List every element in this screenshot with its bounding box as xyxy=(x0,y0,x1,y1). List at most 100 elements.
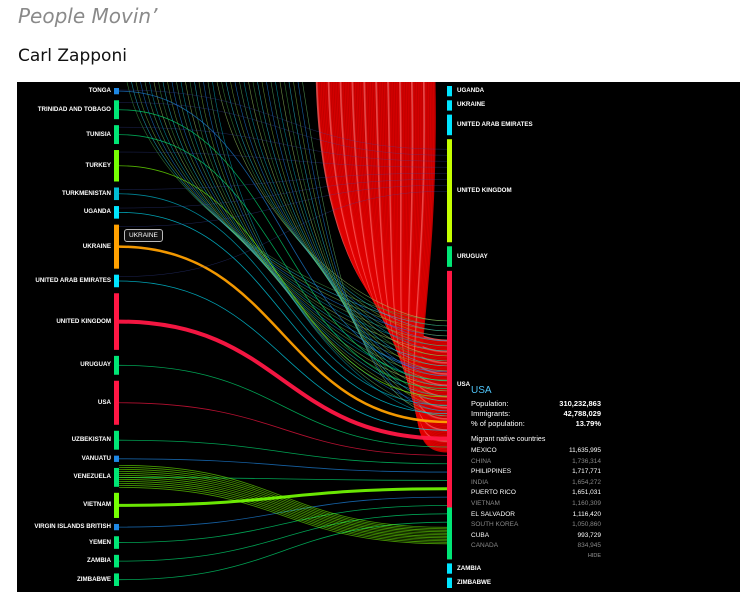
row-value: 1,160,309 xyxy=(572,499,601,507)
node-bar[interactable] xyxy=(114,430,119,450)
hide-button[interactable]: HIDE xyxy=(587,552,601,559)
node-bar-segment xyxy=(447,507,452,560)
left-country-label[interactable]: VENEZUELA xyxy=(73,473,111,481)
left-country-label[interactable]: VIETNAM xyxy=(83,501,111,509)
flow-line xyxy=(118,513,448,562)
flow-line xyxy=(118,178,448,209)
flow-line xyxy=(293,82,448,407)
node-bar[interactable] xyxy=(114,492,119,518)
flow-line xyxy=(118,280,448,431)
node-bar[interactable] xyxy=(447,246,452,267)
left-country-label[interactable]: YEMEN xyxy=(88,538,111,546)
flow-line xyxy=(302,82,448,417)
hover-tooltip: UKRAINE xyxy=(124,229,163,242)
right-country-label[interactable]: UKRAINE xyxy=(457,101,486,109)
node-bar[interactable] xyxy=(114,125,119,145)
left-country-label[interactable]: TONGA xyxy=(88,87,111,95)
left-country-label[interactable]: UGANDA xyxy=(83,208,111,216)
right-country-label[interactable]: UGANDA xyxy=(457,87,485,95)
flow-line xyxy=(118,464,448,528)
left-country-label[interactable]: USA xyxy=(97,398,111,406)
node-bar[interactable] xyxy=(447,114,452,136)
flow-line xyxy=(194,82,448,397)
flow-line xyxy=(118,487,448,507)
node-bar[interactable] xyxy=(114,467,119,487)
node-bar[interactable] xyxy=(114,100,119,120)
flow-line xyxy=(167,82,448,367)
row-value: 1,654,272 xyxy=(572,478,601,486)
node-bar[interactable] xyxy=(447,563,452,574)
node-bar[interactable] xyxy=(114,380,119,425)
flow-line xyxy=(118,439,448,465)
node-bar[interactable] xyxy=(114,573,119,586)
node-bar[interactable] xyxy=(114,554,119,568)
row-value: 1,651,031 xyxy=(572,489,601,497)
node-bar[interactable] xyxy=(114,293,119,350)
flow-line xyxy=(118,484,448,543)
flow-line xyxy=(118,190,448,277)
left-country-label[interactable]: UNITED KINGDOM xyxy=(56,317,111,325)
row-country: SOUTH KOREA xyxy=(471,521,519,529)
node-bar[interactable] xyxy=(114,455,119,462)
flow-line xyxy=(149,82,448,347)
left-country-label[interactable]: UZBEKISTAN xyxy=(71,436,111,444)
flow-line xyxy=(185,82,448,387)
flow-line xyxy=(118,245,448,424)
flow-line xyxy=(118,134,448,389)
left-country-label[interactable]: ZAMBIA xyxy=(86,557,111,565)
flow-line xyxy=(203,82,448,407)
left-country-label[interactable]: UKRAINE xyxy=(82,242,111,250)
node-bar[interactable] xyxy=(114,274,119,288)
stat-label: % of population: xyxy=(471,419,525,428)
row-country: CUBA xyxy=(471,531,490,539)
right-country-label[interactable]: URUGUAY xyxy=(457,252,488,260)
stat-label: Immigrants: xyxy=(471,409,511,418)
node-bar[interactable] xyxy=(114,523,119,531)
left-country-label[interactable]: TRINIDAD AND TOBAGO xyxy=(37,105,111,113)
row-value: 1,736,314 xyxy=(572,457,601,465)
node-bar[interactable] xyxy=(114,88,119,95)
left-country-label[interactable]: ZIMBABWE xyxy=(76,575,111,583)
left-country-label[interactable]: VIRGIN ISLANDS BRITISH xyxy=(34,523,111,531)
right-country-label[interactable]: USA xyxy=(457,380,471,388)
node-bar[interactable] xyxy=(447,86,452,97)
flow-line xyxy=(118,90,448,373)
row-country: MEXICO xyxy=(471,447,497,454)
right-country-label[interactable]: UNITED ARAB EMIRATES xyxy=(457,120,533,128)
flow-line xyxy=(216,82,448,322)
flow-line xyxy=(279,82,448,392)
right-country-label[interactable]: ZIMBABWE xyxy=(457,578,492,586)
node-bar[interactable] xyxy=(114,206,119,219)
right-country-label[interactable]: ZAMBIA xyxy=(457,564,482,572)
flow-line xyxy=(118,89,448,150)
row-country: CANADA xyxy=(471,542,499,550)
migrant-country-row: SOUTH KOREA 1,050,860 xyxy=(471,520,601,531)
country-info-panel: USA Population: 310,232,863 Immigrants: 42,… xyxy=(471,385,601,559)
stat-value: 13.79% xyxy=(575,419,601,428)
left-country-label[interactable]: UNITED ARAB EMIRATES xyxy=(35,276,111,284)
node-bar[interactable] xyxy=(447,270,452,560)
stat-value: 42,788,029 xyxy=(563,409,601,418)
right-country-label[interactable]: UNITED KINGDOM xyxy=(457,186,512,194)
left-country-label[interactable]: TUNISIA xyxy=(86,130,111,138)
node-bar[interactable] xyxy=(447,100,452,111)
node-bar[interactable] xyxy=(114,536,119,549)
node-bar[interactable] xyxy=(114,150,119,182)
left-country-label[interactable]: TURKMENISTAN xyxy=(61,189,111,197)
left-country-label[interactable]: TURKEY xyxy=(85,161,111,169)
node-bar[interactable] xyxy=(447,577,452,588)
migration-flow-visualization[interactable]: UKRAINE USA Population: 310,232,863 Immigr… xyxy=(17,82,740,592)
migrant-country-row: MEXICO 11,635,995 xyxy=(471,446,601,457)
left-country-label[interactable]: URUGUAY xyxy=(80,361,111,369)
node-bar[interactable] xyxy=(447,139,452,243)
node-bar[interactable] xyxy=(114,187,119,201)
node-bar[interactable] xyxy=(114,355,119,375)
flow-line xyxy=(118,466,448,530)
row-country: PUERTO RICO xyxy=(471,489,516,497)
flow-line xyxy=(118,193,448,406)
node-bar[interactable] xyxy=(114,224,119,269)
flow-line xyxy=(118,505,448,543)
migrant-country-row: PUERTO RICO 1,651,031 xyxy=(471,488,601,499)
left-country-label[interactable]: VANUATU xyxy=(81,454,111,462)
flow-line xyxy=(118,480,448,540)
